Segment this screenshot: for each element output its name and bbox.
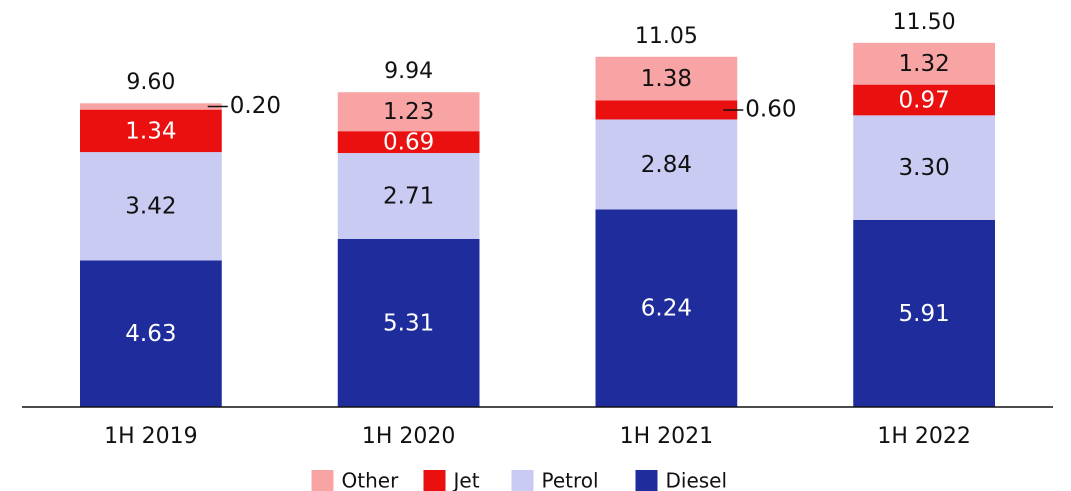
legend-label: Petrol (542, 469, 599, 491)
bar-segment (595, 119, 738, 210)
value-label: 1.38 (641, 66, 692, 92)
bar-segment (595, 209, 738, 407)
total-label: 11.50 (893, 10, 956, 35)
value-label: 0.97 (899, 87, 950, 113)
total-label: 9.60 (126, 70, 175, 95)
value-label: 6.24 (641, 296, 692, 322)
bar-segment (595, 56, 738, 101)
value-label: 0.60 (745, 96, 796, 122)
bar-segment (853, 42, 996, 85)
bar-segment (79, 260, 222, 407)
total-label: 11.05 (635, 24, 698, 49)
legend-label: Jet (452, 469, 480, 491)
x-tick-label: 1H 2019 (104, 424, 198, 449)
bar-segment (337, 92, 480, 132)
value-label: 0.69 (383, 130, 434, 156)
legend-swatch (311, 470, 334, 491)
value-label: 0.20 (230, 93, 281, 119)
value-label: 2.84 (641, 152, 692, 178)
value-label: 3.42 (125, 194, 176, 220)
bar-segment (853, 115, 996, 220)
legend-swatch (423, 470, 446, 491)
bar-segment (79, 103, 222, 110)
bar-segment (337, 153, 480, 239)
total-label: 9.94 (384, 59, 433, 84)
legend-swatch (511, 470, 534, 491)
value-label: 2.71 (383, 183, 434, 209)
value-label: 5.91 (899, 301, 950, 327)
bar-segment (337, 238, 480, 407)
value-label: 4.63 (125, 321, 176, 347)
legend-swatch (635, 470, 658, 491)
legend-label: Other (342, 469, 400, 491)
bar-segment (853, 219, 996, 407)
value-label: 5.31 (383, 310, 434, 336)
x-tick-label: 1H 2021 (620, 424, 714, 449)
bar-segment (337, 131, 480, 154)
bar-segment (853, 84, 996, 116)
legend-label: Diesel (666, 469, 728, 491)
value-label: 1.34 (125, 118, 176, 144)
bar-segment (595, 100, 738, 120)
bar-segment (79, 152, 222, 261)
value-label: 1.32 (899, 51, 950, 77)
x-tick-label: 1H 2020 (362, 424, 456, 449)
x-tick-label: 1H 2022 (877, 424, 971, 449)
value-label: 1.23 (383, 99, 434, 125)
value-label: 3.30 (899, 155, 950, 181)
bar-segment (79, 109, 222, 153)
